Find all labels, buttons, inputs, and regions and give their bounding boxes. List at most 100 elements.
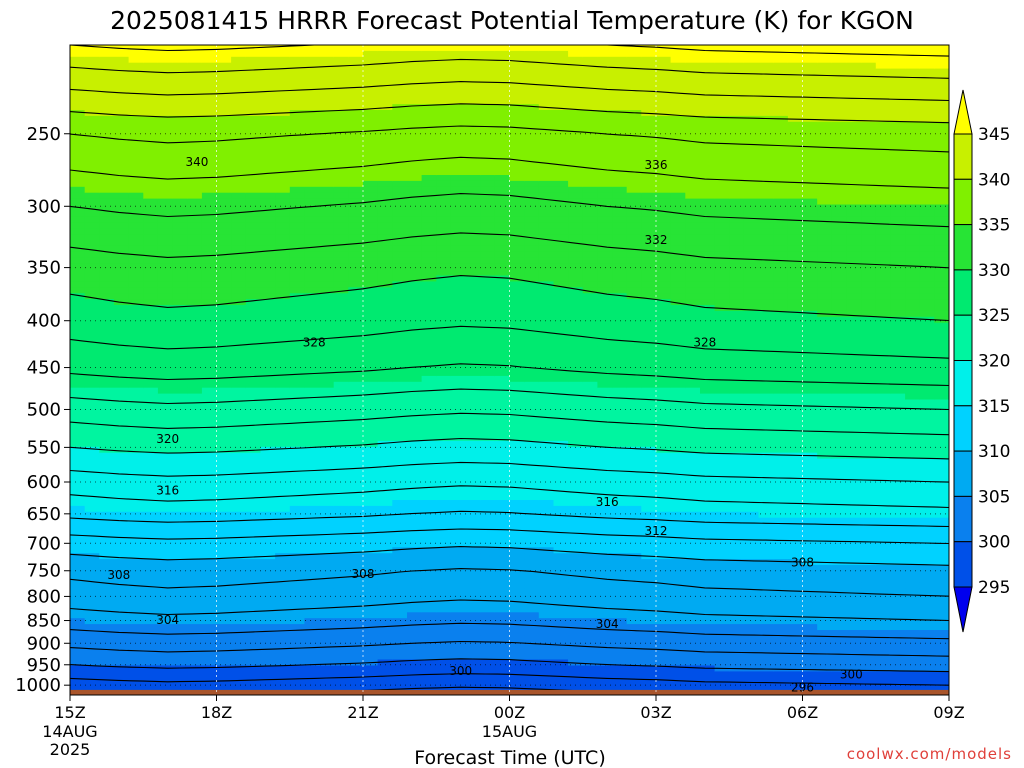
fill-cell	[392, 470, 408, 477]
fill-cell	[289, 281, 305, 288]
fill-cell	[700, 104, 716, 111]
fill-cell	[172, 222, 188, 229]
fill-cell	[656, 62, 672, 70]
fill-cell	[626, 576, 642, 584]
fill-cell	[333, 529, 349, 536]
fill-cell	[377, 375, 393, 383]
fill-cell	[714, 45, 730, 52]
fill-cell	[538, 180, 555, 188]
fill-cell	[524, 45, 540, 52]
fill-cell	[363, 263, 379, 271]
fill-cell	[114, 440, 130, 448]
fill-cell	[392, 464, 408, 471]
fill-cell	[524, 157, 540, 164]
fill-cell	[568, 570, 584, 578]
fill-cell	[450, 381, 467, 389]
fill-cell	[729, 210, 745, 217]
fill-cell	[700, 228, 716, 235]
fill-cell	[568, 293, 584, 300]
fill-cell	[685, 257, 701, 265]
fill-cell	[70, 411, 86, 418]
fill-cell	[172, 275, 188, 282]
fill-cell	[729, 104, 745, 111]
fill-cell	[260, 482, 276, 489]
fill-cell	[407, 635, 423, 643]
fill-cell	[245, 222, 262, 229]
fill-cell	[363, 45, 379, 52]
fill-cell	[333, 163, 349, 170]
fill-cell	[157, 429, 174, 436]
fill-cell	[84, 370, 100, 377]
fill-cell	[99, 647, 115, 655]
fill-cell	[465, 535, 481, 542]
fill-cell	[612, 612, 628, 619]
fill-cell	[641, 612, 657, 619]
fill-cell	[509, 346, 525, 353]
fill-cell	[392, 68, 408, 76]
fill-cell	[143, 157, 159, 164]
fill-cell	[114, 328, 130, 336]
fill-cell	[289, 216, 305, 223]
fill-cell	[245, 606, 262, 613]
fill-cell	[231, 151, 247, 158]
fill-cell	[289, 494, 305, 501]
fill-cell	[70, 370, 86, 377]
fill-cell	[685, 216, 701, 223]
fill-cell	[553, 387, 569, 395]
fill-cell	[289, 340, 305, 347]
fill-cell	[670, 222, 686, 229]
fill-cell	[99, 541, 115, 548]
fill-cell	[114, 641, 130, 649]
fill-cell	[187, 74, 203, 81]
fill-cell	[157, 216, 174, 223]
fill-cell	[275, 287, 291, 294]
fill-cell	[450, 618, 467, 625]
fill-cell	[319, 293, 335, 300]
fill-cell	[128, 559, 144, 566]
fill-cell	[231, 163, 247, 170]
fill-cell	[421, 281, 437, 288]
fill-cell	[231, 251, 247, 259]
fill-cell	[509, 334, 525, 341]
fill-cell	[289, 364, 305, 371]
fill-cell	[568, 204, 584, 211]
fill-cell	[348, 186, 364, 194]
fill-cell	[641, 263, 657, 271]
fill-cell	[421, 511, 437, 519]
fill-cell	[641, 565, 657, 572]
fill-cell	[641, 600, 657, 607]
fill-cell	[714, 127, 730, 135]
fill-cell	[612, 393, 628, 401]
fill-cell	[509, 299, 525, 306]
fill-cell	[187, 523, 203, 531]
fill-cell	[407, 606, 423, 613]
fill-cell	[714, 269, 730, 276]
fill-cell	[450, 257, 467, 265]
fill-cell	[172, 393, 188, 401]
fill-cell	[216, 169, 232, 176]
fill-cell	[656, 169, 672, 176]
fill-cell	[289, 547, 305, 554]
fill-cell	[216, 68, 232, 76]
fill-cell	[260, 659, 276, 666]
fill-cell	[275, 417, 291, 424]
fill-cell	[421, 80, 437, 87]
fill-cell	[568, 635, 584, 643]
fill-cell	[216, 198, 232, 206]
fill-cell	[348, 482, 364, 489]
fill-cell	[187, 198, 203, 206]
fill-cell	[377, 110, 393, 117]
fill-cell	[70, 464, 86, 471]
fill-cell	[348, 352, 364, 359]
fill-cell	[700, 45, 716, 52]
fill-cell	[480, 618, 496, 625]
fill-cell	[509, 322, 525, 330]
fill-cell	[656, 630, 672, 637]
fill-cell	[363, 163, 379, 170]
fill-cell	[128, 541, 144, 548]
fill-cell	[480, 511, 496, 519]
fill-cell	[685, 293, 701, 300]
fill-cell	[70, 470, 86, 477]
fill-cell	[714, 600, 730, 607]
fill-cell	[494, 139, 511, 146]
